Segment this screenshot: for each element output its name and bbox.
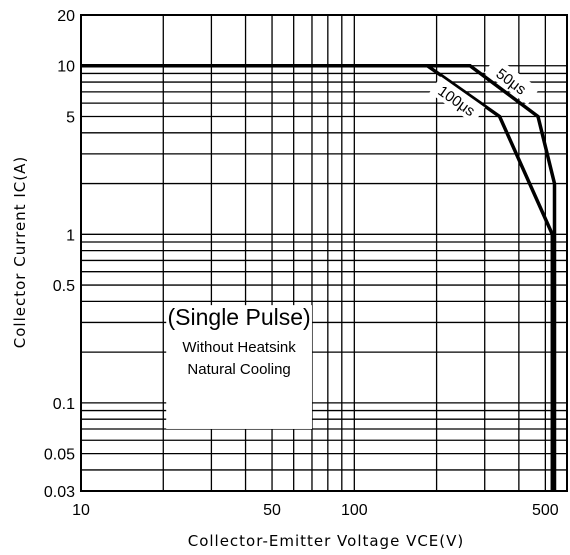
- y-tick-label: 0.05: [44, 447, 75, 464]
- y-tick-label: 20: [57, 8, 75, 25]
- y-tick-label: 1: [66, 227, 75, 244]
- annotation-line: Natural Cooling: [187, 361, 290, 378]
- series-line-100us: [81, 63, 555, 491]
- tick-labels: 10 50 100 500 20 10 5 1 0.5 0.1 0.05 0.03: [44, 8, 559, 519]
- x-axis-label: Collector-Emitter Voltage VCE(V): [188, 532, 465, 550]
- single-pulse-annotation: (Single Pulse) Without Heatsink Natural Co…: [166, 304, 312, 429]
- series-label-50us-backdrop: [484, 56, 540, 105]
- series-line-50us: [81, 63, 557, 491]
- y-tick-label: 10: [57, 59, 75, 76]
- annotation-title: (Single Pulse): [168, 304, 311, 330]
- y-tick-label: 0.1: [53, 396, 75, 413]
- y-tick-label: 5: [66, 109, 75, 126]
- x-tick-label: 500: [532, 502, 559, 519]
- y-axis-label: Collector Current IC(A): [11, 156, 29, 348]
- annotation-box: [166, 305, 312, 429]
- x-tick-label: 10: [72, 502, 90, 519]
- x-tick-label: 100: [341, 502, 368, 519]
- y-tick-label: 0.5: [53, 278, 75, 295]
- x-tick-label: 50: [263, 502, 281, 519]
- annotation-line: Without Heatsink: [182, 339, 296, 356]
- series-label-100us-backdrop: [429, 76, 485, 124]
- horizontal-grid: [81, 65, 567, 471]
- plot-frame: [80, 14, 568, 492]
- y-tick-label: 0.03: [44, 484, 75, 501]
